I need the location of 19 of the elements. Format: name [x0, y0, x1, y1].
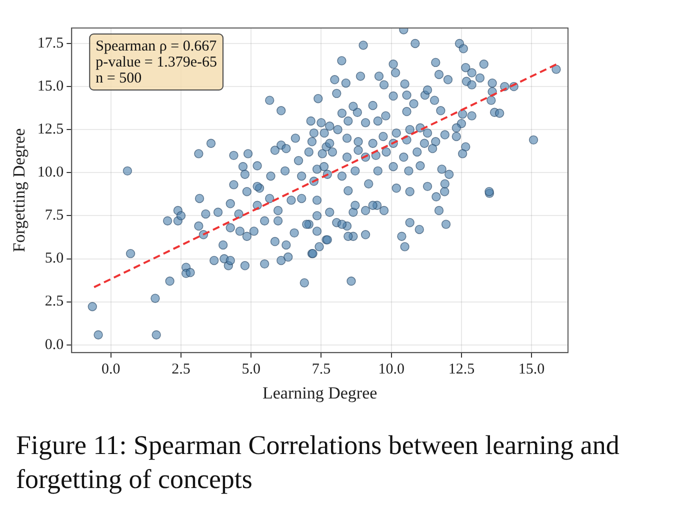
- x-tick-label: 12.5: [448, 362, 475, 378]
- x-tick-label: 2.5: [172, 362, 190, 378]
- y-tick-label: 0.0: [44, 336, 64, 353]
- y-tick-label: 10.0: [37, 164, 64, 181]
- y-tick-label: 17.5: [37, 35, 64, 52]
- x-tick-label: 7.5: [312, 362, 331, 378]
- caption: Figure 11: Spearman Correlations between learning and forgetting of concepts: [15, 429, 620, 496]
- x-axis-title: Learning Degree: [262, 383, 378, 402]
- x-tick-label: 0.0: [102, 362, 120, 378]
- x-tick-label: 5.0: [242, 362, 260, 378]
- y-tick-label: 5.0: [44, 250, 64, 267]
- annotation: Spearman ρ = 0.667 p-value = 1.379e-65 n = 500: [96, 38, 218, 86]
- y-tick-label: 15.0: [37, 78, 64, 94]
- x-tick-label: 10.0: [378, 362, 404, 378]
- y-tick-label: 2.5: [44, 294, 64, 310]
- x-tick-label: 15.0: [518, 362, 545, 378]
- y-tick-label: 12.5: [37, 122, 64, 138]
- y-axis-title: Forgetting Degree: [10, 128, 29, 252]
- y-tick-label: 7.5: [44, 208, 64, 224]
